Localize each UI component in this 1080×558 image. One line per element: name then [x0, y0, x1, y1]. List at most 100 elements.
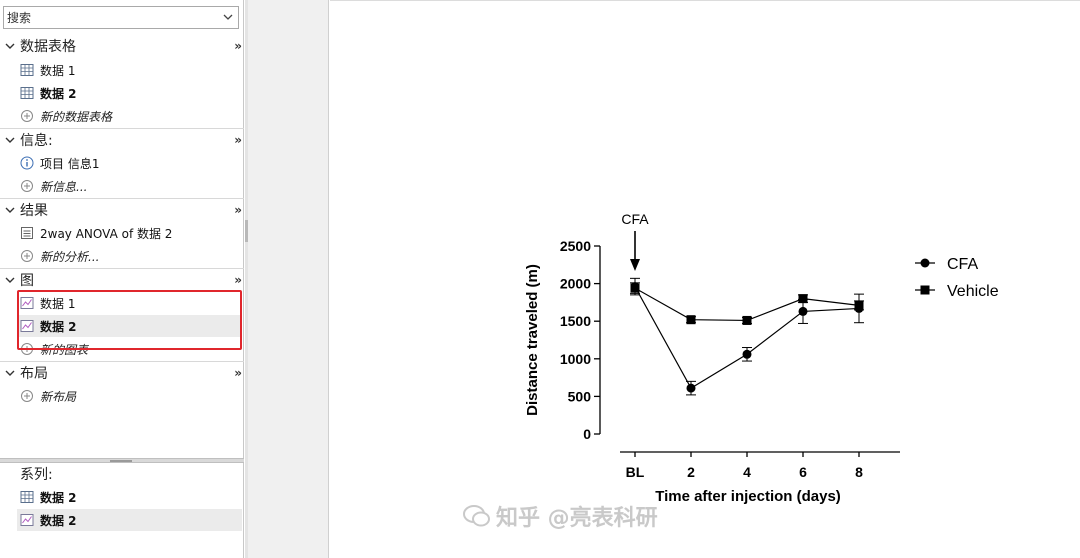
- section-title: 布局: [20, 366, 48, 382]
- family-item-graph-data-2[interactable]: 数据 2: [17, 509, 242, 531]
- sidebar-item-project-info[interactable]: 项目 信息1: [20, 152, 242, 174]
- new-info-button[interactable]: 新信息...: [20, 175, 242, 197]
- section-info[interactable]: 信息: »: [0, 129, 244, 151]
- table-icon: [20, 64, 34, 76]
- chevron-down-icon[interactable]: [4, 134, 16, 146]
- chevron-down-icon[interactable]: [221, 10, 235, 24]
- x-axis-title: Time after injection (days): [655, 488, 841, 505]
- x-tick-label: BL: [626, 464, 645, 480]
- table-icon: [20, 491, 34, 503]
- results-sheet-icon: [21, 227, 33, 239]
- data-point-vehicle: [798, 294, 808, 304]
- chevron-down-icon[interactable]: [4, 40, 16, 52]
- y-tick-label: 0: [583, 426, 591, 442]
- legend-marker: [920, 285, 930, 295]
- item-label: 新的数据表格: [40, 109, 113, 124]
- navigator-sidebar: 搜索 数据表格 » 数据 1 数据 2 新的数据表格 信息: »: [0, 0, 244, 558]
- y-tick-label: 1000: [560, 351, 591, 367]
- expand-more-icon[interactable]: »: [234, 366, 242, 380]
- sidebar-item-anova-result[interactable]: 2way ANOVA of 数据 2: [20, 222, 242, 244]
- section-title: 信息:: [20, 133, 53, 149]
- family-title: 系列:: [20, 467, 53, 483]
- chevron-down-icon[interactable]: [4, 204, 16, 216]
- expand-more-icon[interactable]: »: [234, 39, 242, 53]
- graph-icon: [20, 320, 34, 332]
- y-tick-label: 1500: [560, 313, 591, 329]
- section-graphs[interactable]: 图 »: [0, 269, 244, 291]
- section-divider: [0, 268, 244, 269]
- section-layouts[interactable]: 布局 »: [0, 362, 244, 384]
- x-tick-label: 6: [799, 464, 807, 480]
- new-analysis-button[interactable]: 新的分析...: [20, 245, 242, 267]
- item-label: 数据 2: [40, 319, 77, 334]
- series-line-vehicle: [634, 287, 860, 322]
- plus-circle-icon: [21, 250, 33, 262]
- item-label: 新的图表: [40, 342, 89, 357]
- section-title: 结果: [20, 203, 48, 219]
- graph-icon: [20, 514, 34, 526]
- data-point-cfa: [742, 349, 752, 359]
- sidebar-item-graph-data-1[interactable]: 数据 1: [20, 292, 242, 314]
- sidebar-resize-handle[interactable]: [245, 220, 248, 242]
- plus-circle-icon: [21, 390, 33, 402]
- item-label: 新的分析...: [40, 249, 100, 264]
- new-data-table-button[interactable]: 新的数据表格: [20, 105, 242, 127]
- section-divider: [0, 128, 244, 129]
- plus-circle-icon: [21, 343, 33, 355]
- expand-more-icon[interactable]: »: [234, 133, 242, 147]
- data-point-cfa: [686, 383, 696, 393]
- data-point-vehicle: [742, 315, 752, 325]
- legend-label: Vehicle: [947, 283, 999, 300]
- item-label: 数据 2: [40, 513, 77, 528]
- section-results[interactable]: 结果 »: [0, 199, 244, 221]
- splitter-grip[interactable]: [110, 460, 132, 462]
- legend-label: CFA: [947, 256, 978, 273]
- x-tick-label: 4: [743, 464, 751, 480]
- section-data-tables[interactable]: 数据表格 »: [0, 35, 244, 57]
- y-tick-label: 2500: [560, 238, 591, 254]
- item-label: 数据 2: [40, 490, 77, 505]
- sheet-margin: [245, 0, 329, 558]
- item-label: 2way ANOVA of 数据 2: [40, 226, 173, 241]
- data-point-vehicle: [854, 300, 864, 310]
- graph-icon: [20, 297, 34, 309]
- sidebar-resize-bar[interactable]: [245, 0, 248, 558]
- item-label: 新布局: [40, 389, 77, 404]
- table-icon: [20, 87, 34, 99]
- section-divider: [0, 198, 244, 199]
- graph-canvas[interactable]: 0 500 1000 1500 2000 2500 BL 2 4 6 8 Time after inj…: [330, 0, 1080, 558]
- data-point-vehicle: [630, 283, 640, 293]
- chevron-down-icon[interactable]: [4, 367, 16, 379]
- section-title: 图: [20, 273, 34, 289]
- expand-more-icon[interactable]: »: [234, 273, 242, 287]
- annotation-label: CFA: [621, 211, 649, 227]
- chevron-down-icon[interactable]: [4, 274, 16, 286]
- item-label: 项目 信息1: [40, 156, 100, 171]
- family-item-data-2[interactable]: 数据 2: [20, 486, 242, 508]
- plus-circle-icon: [21, 110, 33, 122]
- info-icon: [20, 156, 34, 170]
- data-point-vehicle: [686, 315, 696, 325]
- y-axis-title: Distance traveled (m): [524, 264, 541, 416]
- search-combobox[interactable]: 搜索: [3, 6, 239, 29]
- sidebar-item-data-1[interactable]: 数据 1: [20, 59, 242, 81]
- legend-marker: [920, 258, 930, 268]
- section-title: 数据表格: [20, 39, 76, 55]
- plus-circle-icon: [21, 180, 33, 192]
- expand-more-icon[interactable]: »: [234, 203, 242, 217]
- data-point-cfa: [798, 306, 808, 316]
- panel-splitter[interactable]: [0, 458, 244, 463]
- sidebar-item-graph-data-2[interactable]: 数据 2: [17, 315, 242, 337]
- item-label: 新信息...: [40, 179, 88, 194]
- sidebar-item-data-2[interactable]: 数据 2: [20, 82, 242, 104]
- search-value: 搜索: [7, 11, 32, 25]
- y-tick-label: 2000: [560, 276, 591, 292]
- y-tick-label: 500: [568, 388, 592, 404]
- section-divider: [0, 361, 244, 362]
- new-graph-button[interactable]: 新的图表: [20, 338, 242, 360]
- new-layout-button[interactable]: 新布局: [20, 385, 242, 407]
- x-tick-label: 8: [855, 464, 863, 480]
- graph-chart[interactable]: 0 500 1000 1500 2000 2500 BL 2 4 6 8 Time after inj…: [330, 1, 1080, 558]
- family-header: 系列:: [0, 463, 244, 485]
